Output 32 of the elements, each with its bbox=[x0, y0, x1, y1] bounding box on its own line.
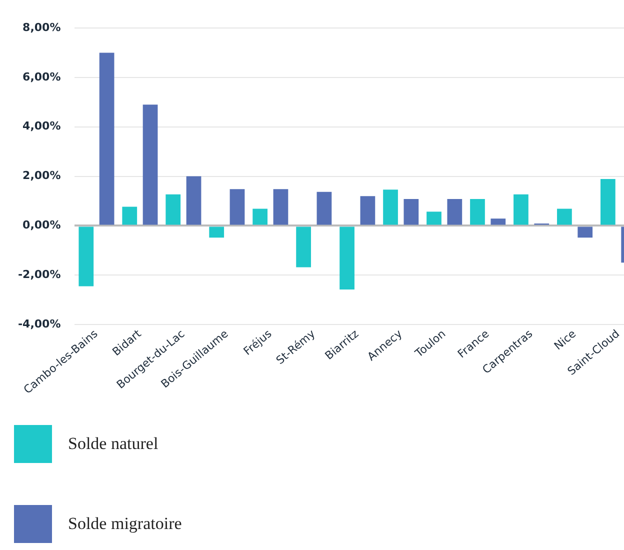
y-tick-label: 0,00% bbox=[22, 218, 61, 232]
y-tick-label: 6,00% bbox=[22, 70, 61, 84]
bar bbox=[316, 192, 332, 225]
legend-label: Solde naturel bbox=[68, 434, 158, 454]
legend-label: Solde migratoire bbox=[68, 514, 182, 534]
bar bbox=[273, 189, 288, 225]
bar bbox=[360, 196, 376, 225]
bar bbox=[600, 179, 616, 225]
bar bbox=[404, 199, 419, 225]
bar bbox=[78, 226, 94, 286]
bar bbox=[209, 226, 224, 238]
bar bbox=[470, 199, 485, 225]
bar bbox=[426, 212, 442, 225]
bar bbox=[230, 189, 245, 225]
bar bbox=[296, 226, 311, 268]
bar bbox=[252, 208, 268, 225]
bar bbox=[514, 194, 528, 225]
bar bbox=[166, 194, 181, 225]
y-tick-label: -4,00% bbox=[18, 317, 61, 330]
bar bbox=[447, 199, 462, 225]
y-tick-label: 2,00% bbox=[22, 169, 61, 182]
bar bbox=[340, 226, 354, 290]
y-tick-label: 8,00% bbox=[22, 20, 61, 34]
bar bbox=[557, 208, 572, 225]
bar bbox=[383, 190, 398, 225]
bar bbox=[122, 206, 138, 225]
bar bbox=[490, 218, 506, 225]
bar bbox=[186, 176, 202, 225]
bar bbox=[578, 226, 593, 238]
y-tick-label: 4,00% bbox=[22, 120, 61, 133]
bar bbox=[142, 104, 158, 225]
y-tick-label: -2,00% bbox=[18, 268, 61, 282]
